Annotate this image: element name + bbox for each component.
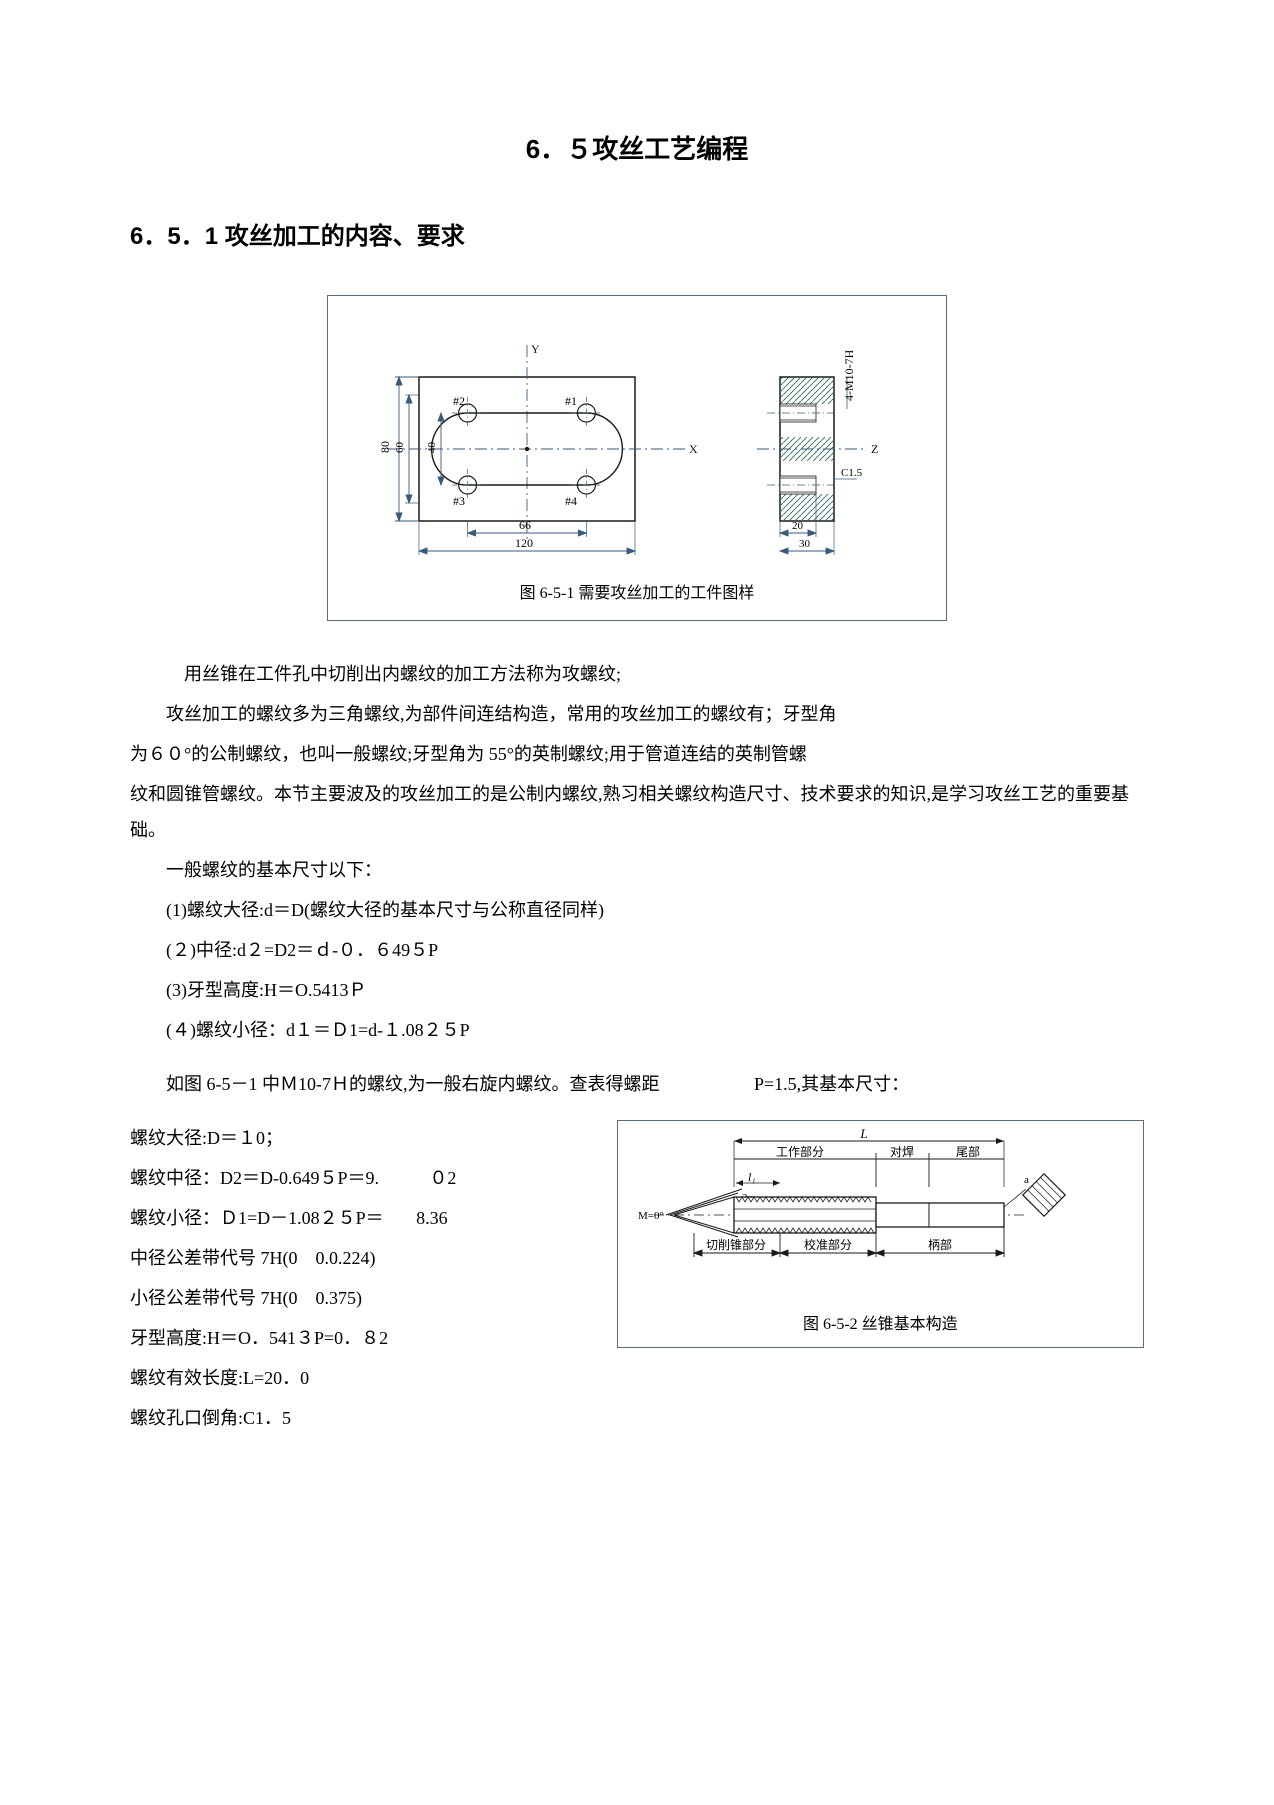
- para-8: (3)牙型高度:H＝O.5413Ｐ: [130, 972, 1144, 1008]
- svg-text:对焊: 对焊: [890, 1144, 914, 1159]
- svg-text:C1.5: C1.5: [841, 467, 863, 479]
- figure-6-5-2: L 工作部分 对焊 尾部: [617, 1120, 1144, 1348]
- para-3: 为６０°的公制螺纹，也叫一般螺纹;牙型角为 55°的英制螺纹;用于管道连结的英制…: [130, 736, 1144, 772]
- para-1: 用丝锥在工件孔中切削出内螺纹的加工方法称为攻螺纹;: [130, 656, 1144, 692]
- para-10a: 如图 6-5－1 中Ｍ10-7Ｈ的螺纹,为一般右旋内螺纹。查表得螺距: [166, 1074, 660, 1094]
- spec-l2: 螺纹中径：D2＝D-0.649５P＝9. ０2: [130, 1160, 617, 1196]
- para-5: 一般螺纹的基本尺寸以下：: [130, 852, 1144, 888]
- figure-6-5-1-caption: 图 6-5-1 需要攻丝加工的工件图样: [336, 582, 938, 606]
- spec-l8: 螺纹孔口倒角:C1．5: [130, 1400, 617, 1436]
- spec-l2b: ０2: [429, 1168, 456, 1188]
- svg-text:l₁: l₁: [748, 1170, 756, 1184]
- para-4: 纹和圆锥管螺纹。本节主要波及的攻丝加工的是公制内螺纹,熟习相关螺纹构造尺寸、技术…: [130, 776, 1144, 848]
- svg-text:30: 30: [799, 538, 811, 550]
- figure-6-5-2-svg: L 工作部分 对焊 尾部: [624, 1127, 1084, 1297]
- svg-text:柄部: 柄部: [928, 1237, 952, 1252]
- spec-l4: 中径公差带代号 7H(0 0.0.224): [130, 1240, 617, 1276]
- chapter-title: 6．５攻丝工艺编程: [130, 130, 1144, 169]
- svg-text:Y: Y: [531, 342, 540, 356]
- svg-text:#4: #4: [565, 494, 577, 508]
- svg-text:120: 120: [515, 536, 533, 550]
- spec-l5: 小径公差带代号 7H(0 0.375): [130, 1280, 617, 1316]
- svg-text:#2: #2: [453, 394, 465, 408]
- spec-l2a: 螺纹中径：D2＝D-0.649５P＝9.: [130, 1160, 379, 1196]
- spec-list: 螺纹大径:D＝１0； 螺纹中径：D2＝D-0.649５P＝9. ０2 螺纹小径：…: [130, 1120, 617, 1440]
- para-6: (1)螺纹大径:d＝D(螺纹大径的基本尺寸与公称直径同样): [130, 892, 1144, 928]
- section-title: 6．5．1 攻丝加工的内容、要求: [130, 219, 1144, 255]
- svg-text:校准部分: 校准部分: [804, 1237, 852, 1252]
- body-text: 用丝锥在工件孔中切削出内螺纹的加工方法称为攻螺纹; 攻丝加工的螺纹多为三角螺纹,…: [130, 656, 1144, 1440]
- svg-text:切削锥部分: 切削锥部分: [706, 1237, 766, 1252]
- svg-text:Z: Z: [871, 442, 878, 456]
- para-9: (４)螺纹小径：d１＝Ｄ1=d-１.08２５P: [130, 1012, 1144, 1048]
- svg-text:L: L: [859, 1127, 867, 1141]
- spec-l3: 螺纹小径：Ｄ1=D－1.08２５P＝ 8.36: [130, 1200, 617, 1236]
- figure-6-5-1: Y X #1 #2 #3 #4: [327, 295, 947, 621]
- figure-6-5-1-svg: Y X #1 #2 #3 #4: [337, 304, 937, 574]
- spec-l3a: 螺纹小径：Ｄ1=D－1.08２５P＝: [130, 1208, 384, 1228]
- para-2: 攻丝加工的螺纹多为三角螺纹,为部件间连结构造，常用的攻丝加工的螺纹有；牙型角: [130, 696, 1144, 732]
- spec-l1: 螺纹大径:D＝１0；: [130, 1120, 617, 1156]
- svg-text:40: 40: [426, 442, 438, 454]
- spec-l3b: 8.36: [416, 1208, 448, 1228]
- para-10b: P=1.5,其基本尺寸：: [718, 1066, 909, 1102]
- spec-l6: 牙型高度:H＝O．541３P=0．８2: [130, 1320, 617, 1356]
- svg-text:工作部分: 工作部分: [776, 1144, 824, 1159]
- para-10: 如图 6-5－1 中Ｍ10-7Ｈ的螺纹,为一般右旋内螺纹。查表得螺距 P=1.5…: [130, 1066, 1144, 1102]
- para-7: (２)中径:d２=D2＝ｄ-０．６49５P: [130, 932, 1144, 968]
- svg-text:80: 80: [378, 441, 392, 453]
- svg-text:60: 60: [394, 442, 406, 454]
- svg-text:66: 66: [519, 518, 531, 532]
- svg-text:#1: #1: [565, 394, 577, 408]
- svg-text:a: a: [1024, 1174, 1029, 1186]
- svg-text:X: X: [689, 442, 698, 456]
- svg-text:M=0°: M=0°: [638, 1210, 664, 1222]
- figure-6-5-2-caption: 图 6-5-2 丝锥基本构造: [624, 1313, 1137, 1337]
- svg-text:20: 20: [792, 520, 804, 532]
- svg-text:#3: #3: [453, 494, 465, 508]
- svg-text:尾部: 尾部: [956, 1144, 980, 1159]
- svg-text:4-M10-7H: 4-M10-7H: [842, 349, 856, 401]
- spec-l7: 螺纹有效长度:L=20．0: [130, 1360, 617, 1396]
